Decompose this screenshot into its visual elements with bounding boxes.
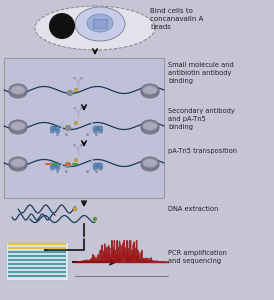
Circle shape: [65, 170, 68, 173]
Ellipse shape: [87, 14, 113, 32]
Ellipse shape: [141, 122, 159, 134]
Circle shape: [86, 170, 89, 173]
Ellipse shape: [9, 159, 27, 171]
Circle shape: [81, 144, 82, 146]
Circle shape: [96, 126, 100, 130]
Ellipse shape: [11, 86, 25, 94]
Ellipse shape: [143, 122, 157, 130]
Circle shape: [53, 126, 57, 130]
Text: pA-Tn5 transposition: pA-Tn5 transposition: [168, 148, 237, 154]
Circle shape: [74, 121, 78, 125]
Circle shape: [74, 158, 78, 162]
Circle shape: [56, 170, 59, 173]
Ellipse shape: [141, 157, 159, 169]
Ellipse shape: [141, 84, 159, 96]
Circle shape: [81, 107, 82, 109]
Ellipse shape: [9, 86, 27, 98]
Circle shape: [74, 88, 78, 92]
Text: Secondary antibody
and pA-Tn5
binding: Secondary antibody and pA-Tn5 binding: [168, 108, 235, 130]
Bar: [93, 19, 107, 28]
Circle shape: [93, 217, 97, 221]
Circle shape: [93, 126, 98, 130]
Ellipse shape: [143, 86, 157, 94]
Circle shape: [86, 133, 89, 136]
Ellipse shape: [11, 122, 25, 130]
Circle shape: [73, 144, 76, 146]
Circle shape: [99, 126, 103, 130]
Circle shape: [65, 162, 71, 168]
Text: Small molecule and
antibiotin antibody
binding: Small molecule and antibiotin antibody b…: [168, 62, 234, 84]
Circle shape: [65, 125, 71, 131]
Circle shape: [99, 166, 103, 170]
Circle shape: [96, 163, 100, 167]
Circle shape: [50, 126, 55, 130]
Circle shape: [73, 107, 76, 109]
Ellipse shape: [35, 6, 155, 50]
Circle shape: [99, 129, 103, 133]
Circle shape: [49, 13, 75, 39]
Ellipse shape: [9, 122, 27, 134]
Ellipse shape: [9, 157, 27, 169]
Text: PCR amplification
and sequencing: PCR amplification and sequencing: [168, 250, 227, 264]
Ellipse shape: [143, 159, 157, 167]
Circle shape: [53, 163, 57, 167]
Ellipse shape: [9, 120, 27, 132]
Circle shape: [67, 90, 73, 96]
Ellipse shape: [141, 120, 159, 132]
Circle shape: [73, 207, 77, 211]
Circle shape: [50, 166, 55, 170]
Circle shape: [99, 163, 103, 167]
Ellipse shape: [75, 7, 125, 41]
Bar: [6, 242, 68, 280]
Circle shape: [95, 170, 98, 173]
Circle shape: [56, 166, 60, 170]
Text: Bind cells to
concanavalin A
beads: Bind cells to concanavalin A beads: [150, 8, 203, 30]
Circle shape: [73, 77, 76, 79]
Ellipse shape: [11, 159, 25, 167]
Circle shape: [56, 126, 60, 130]
Ellipse shape: [9, 84, 27, 96]
Ellipse shape: [141, 86, 159, 98]
Circle shape: [65, 133, 68, 136]
Circle shape: [93, 129, 98, 133]
Circle shape: [81, 77, 82, 79]
Circle shape: [50, 163, 55, 167]
Circle shape: [93, 163, 98, 167]
Bar: [4, 58, 164, 198]
Circle shape: [56, 163, 60, 167]
Ellipse shape: [141, 159, 159, 171]
Circle shape: [93, 166, 98, 170]
Circle shape: [56, 133, 59, 136]
Circle shape: [95, 133, 98, 136]
Circle shape: [50, 129, 55, 133]
Text: DNA extraction: DNA extraction: [168, 206, 218, 212]
Circle shape: [56, 129, 60, 133]
